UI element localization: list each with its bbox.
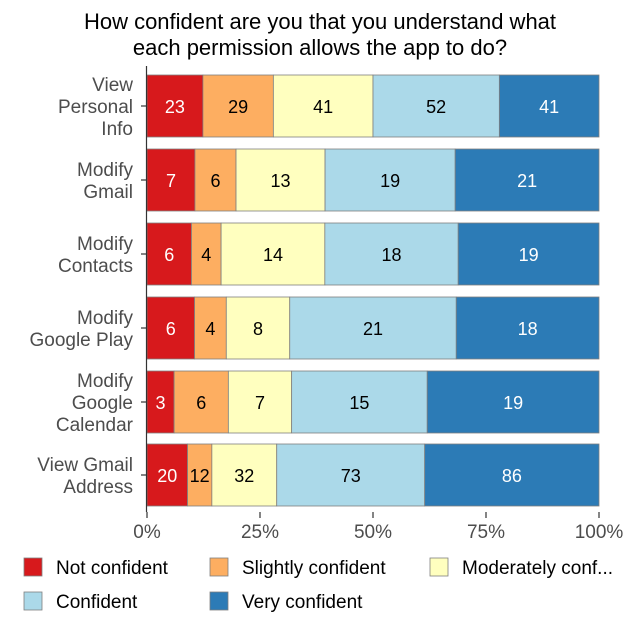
legend-label: Moderately conf...	[462, 558, 613, 579]
data-label: 19	[519, 245, 539, 265]
data-label: 41	[539, 97, 559, 117]
category-label: Google Play	[29, 330, 133, 351]
data-label: 29	[228, 97, 248, 117]
category-label: View	[92, 75, 133, 96]
bar-segment	[235, 148, 326, 212]
bars: 23 29 41 52 41 7 6 13 19 21 6 4 14 18 19 6 4 8 21 18 3 6 7 15 19…	[146, 74, 600, 507]
chart-title-line: each permission allows the app to do?	[133, 35, 507, 60]
legend-swatch	[209, 557, 229, 577]
data-label: 21	[517, 171, 537, 191]
chart-title: How confident are you that you understan…	[84, 9, 556, 60]
legend-swatch	[23, 557, 43, 577]
data-label: 4	[205, 319, 215, 339]
category-label: Gmail	[83, 182, 133, 203]
legend-label: Confident	[56, 592, 138, 613]
category-label: Info	[101, 119, 133, 140]
bar-segment	[424, 443, 600, 507]
data-label: 19	[503, 393, 523, 413]
data-label: 13	[271, 171, 291, 191]
bar-segment	[194, 296, 227, 360]
data-label: 14	[263, 245, 283, 265]
chart-title-line: How confident are you that you understan…	[84, 9, 556, 34]
data-label: 86	[502, 466, 522, 486]
data-label: 23	[165, 97, 185, 117]
x-tick-label: 75%	[467, 522, 505, 543]
data-label: 6	[166, 319, 176, 339]
legend-label: Not confident	[56, 558, 169, 579]
data-label: 6	[210, 171, 220, 191]
bar-segment	[455, 296, 600, 360]
legend-swatch	[23, 591, 43, 611]
legend-swatch	[429, 557, 449, 577]
x-tick-label: 25%	[241, 522, 279, 543]
bar-segment	[324, 222, 459, 286]
legend-label: Very confident	[242, 592, 363, 613]
bar-segment	[276, 443, 426, 507]
bar-segment	[289, 296, 457, 360]
category-label: Contacts	[58, 256, 133, 277]
category-label: Calendar	[56, 415, 134, 436]
bar-segment	[372, 74, 500, 138]
bar-segment	[146, 370, 175, 434]
bar-segment	[457, 222, 600, 286]
bar-segment	[146, 74, 204, 138]
data-label: 19	[380, 171, 400, 191]
data-label: 6	[164, 245, 174, 265]
bar-segment	[454, 148, 600, 212]
bar-segment	[220, 222, 326, 286]
category-label: Modify	[77, 160, 133, 181]
category-label: Modify	[77, 234, 133, 255]
x-tick-label: 100%	[575, 522, 624, 543]
bar-segment	[324, 148, 456, 212]
data-label: 73	[341, 466, 361, 486]
data-label: 7	[255, 393, 265, 413]
data-label: 15	[349, 393, 369, 413]
axes: 0% 25% 50% 75% 100%	[133, 66, 623, 543]
data-label: 20	[157, 466, 177, 486]
bar-segment	[498, 74, 600, 138]
data-label: 32	[234, 466, 254, 486]
x-tick-label: 50%	[354, 522, 392, 543]
category-label: Modify	[77, 371, 133, 392]
category-label: Google	[72, 393, 133, 414]
data-label: 3	[156, 393, 166, 413]
data-label: 6	[196, 393, 206, 413]
data-label: 12	[190, 466, 210, 486]
data-label: 52	[426, 97, 446, 117]
category-labels: ViewPersonalInfoModifyGmailModifyContact…	[29, 75, 133, 498]
legend-swatch	[209, 591, 229, 611]
category-label: View Gmail	[37, 455, 133, 476]
bar-segment	[227, 370, 293, 434]
data-label: 41	[313, 97, 333, 117]
bar-segment	[225, 296, 291, 360]
category-label: Address	[63, 477, 133, 498]
bar-segment	[187, 443, 213, 507]
bar-segment	[272, 74, 374, 138]
data-label: 7	[166, 171, 176, 191]
data-label: 21	[363, 319, 383, 339]
bar-segment	[191, 222, 222, 286]
data-label: 4	[201, 245, 211, 265]
bar-segment	[194, 148, 237, 212]
category-label: Modify	[77, 308, 133, 329]
data-label: 18	[518, 319, 538, 339]
category-label: Personal	[58, 97, 133, 118]
bar-segment	[202, 74, 274, 138]
bar-segment	[146, 148, 196, 212]
bar-segment	[173, 370, 229, 434]
bar-segment	[426, 370, 600, 434]
legend: Not confident Slightly confident Moderatel…	[23, 557, 613, 613]
x-tick-label: 0%	[133, 522, 161, 543]
data-label: 18	[382, 245, 402, 265]
data-label: 8	[253, 319, 263, 339]
bar-segment	[211, 443, 278, 507]
legend-label: Slightly confident	[242, 558, 386, 579]
